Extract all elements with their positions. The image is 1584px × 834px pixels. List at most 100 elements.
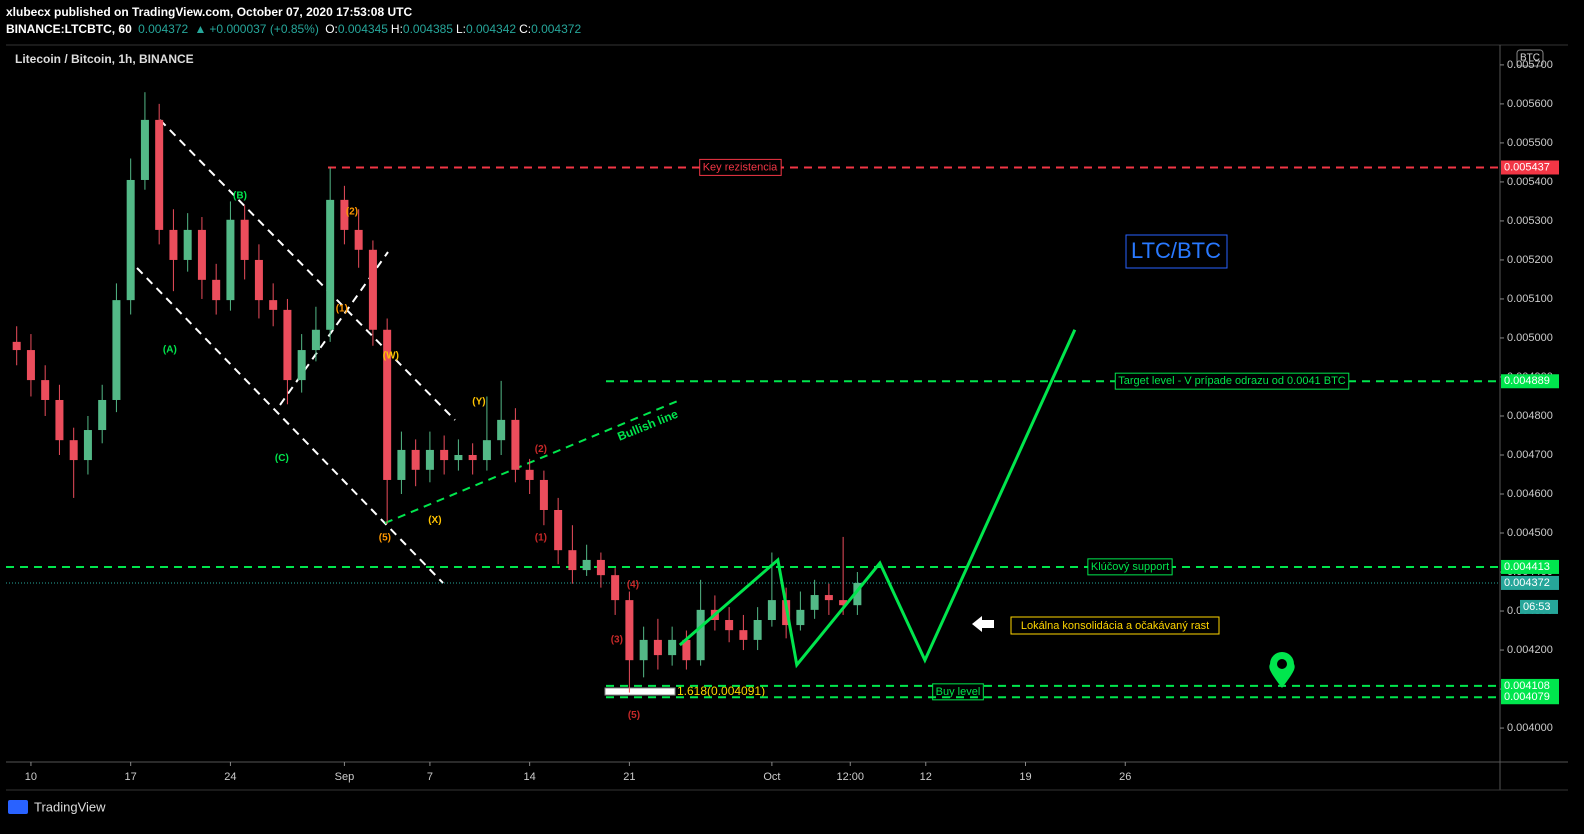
candle-body bbox=[596, 559, 605, 576]
ohlc-label: C: bbox=[519, 22, 532, 36]
up-arrow: ▲ bbox=[194, 22, 207, 36]
y-tick-label: 0.005000 bbox=[1507, 332, 1553, 344]
ohlc-label: H: bbox=[390, 22, 403, 36]
wave-label: (5) bbox=[379, 533, 391, 544]
price-tag bbox=[1501, 690, 1559, 705]
candle-body bbox=[796, 609, 805, 626]
x-tick-label: 14 bbox=[524, 771, 536, 783]
wave-label: (W) bbox=[383, 351, 399, 362]
channel bbox=[136, 119, 456, 584]
candle-body bbox=[653, 639, 662, 656]
level-label-box bbox=[932, 683, 984, 701]
arrow-icon bbox=[972, 616, 994, 632]
watermark: LTC/BTC bbox=[1131, 238, 1221, 263]
x-tick-label: Oct bbox=[763, 771, 780, 783]
price-tag-label: 0.004889 bbox=[1504, 375, 1550, 387]
brand: TradingView bbox=[34, 799, 106, 814]
countdown: 06:53 bbox=[1523, 601, 1551, 613]
candle-body bbox=[83, 430, 92, 461]
y-tick-label: 0.005500 bbox=[1507, 137, 1553, 149]
bullish-label: Bullish line bbox=[615, 407, 680, 444]
level-label-box bbox=[1087, 558, 1173, 576]
price-tag-label: 0.004108 bbox=[1504, 680, 1550, 692]
wave-label: (A) bbox=[163, 345, 177, 356]
ohlc-value: 0.004372 bbox=[531, 22, 582, 36]
y-tick-label: 0.005200 bbox=[1507, 254, 1553, 266]
candle-body bbox=[183, 229, 192, 260]
candle-body bbox=[169, 229, 178, 260]
candle-body bbox=[839, 600, 848, 606]
note: Lokálna konsolidácia a očakávaný rast bbox=[1021, 620, 1209, 632]
y-tick-label: 0.004800 bbox=[1507, 410, 1553, 422]
candle-body bbox=[696, 609, 705, 661]
candle-body bbox=[425, 449, 434, 470]
note-box bbox=[1010, 616, 1220, 635]
x-tick-label: 10 bbox=[25, 771, 37, 783]
x-tick-label: Sep bbox=[335, 771, 355, 783]
y-tick-label: 0.004200 bbox=[1507, 644, 1553, 656]
candle-body bbox=[511, 419, 520, 470]
candle-body bbox=[739, 630, 748, 640]
currency: BTC bbox=[1520, 53, 1540, 64]
x-tick-label: 12:00 bbox=[836, 771, 864, 783]
candle-body bbox=[497, 419, 506, 441]
ohlc: O:0.004345 H:0.004385 L:0.004342 C:0.004372 bbox=[325, 22, 584, 36]
candle-body bbox=[326, 199, 335, 330]
candle-body bbox=[611, 575, 620, 601]
wave-label: (5) bbox=[628, 710, 640, 721]
candle-body bbox=[440, 449, 449, 461]
candle-body bbox=[824, 595, 833, 601]
candle-body bbox=[26, 350, 35, 381]
publish-line: xlubecx published on TradingView.com, Oc… bbox=[6, 5, 415, 19]
candle-body bbox=[468, 454, 477, 461]
wave-label: (1) bbox=[535, 533, 547, 544]
price-tag bbox=[1501, 160, 1559, 175]
ohlc-label: O: bbox=[325, 22, 338, 36]
candle-body bbox=[112, 300, 121, 400]
candle-body bbox=[126, 179, 135, 301]
wave-label: (3) bbox=[611, 635, 623, 646]
ohlc-label: L: bbox=[455, 22, 466, 36]
level-label: Target level - V prípade odrazu od 0.004… bbox=[1118, 375, 1346, 387]
price-tag bbox=[1501, 575, 1559, 590]
y-tick-label: 0.005100 bbox=[1507, 293, 1553, 305]
x-tick-label: 21 bbox=[623, 771, 635, 783]
candle-body bbox=[568, 550, 577, 571]
last: 0.004372 bbox=[138, 22, 189, 36]
candle-body bbox=[725, 620, 734, 631]
y-tick-label: 0.005700 bbox=[1507, 59, 1553, 71]
candle-body bbox=[283, 309, 292, 381]
ohlc-value: 0.004342 bbox=[466, 22, 517, 36]
chart-title: Litecoin / Bitcoin, 1h, BINANCE bbox=[15, 52, 194, 66]
x-tick-label: 17 bbox=[125, 771, 137, 783]
wave-label: (X) bbox=[428, 515, 441, 526]
projection-line bbox=[678, 329, 1077, 669]
price-tag-label: 0.004079 bbox=[1504, 691, 1550, 703]
wave-label: (C) bbox=[275, 453, 289, 464]
candle-body bbox=[767, 600, 776, 621]
candle-body bbox=[383, 329, 392, 480]
x-tick-label: 12 bbox=[920, 771, 932, 783]
candle-body bbox=[525, 469, 534, 480]
level-label: Buy level bbox=[936, 686, 981, 698]
candle-body bbox=[269, 300, 278, 310]
wave-label: (2) bbox=[346, 207, 358, 218]
candle-body bbox=[69, 440, 78, 461]
y-tick-label: 0.004700 bbox=[1507, 449, 1553, 461]
candle-body bbox=[354, 229, 363, 250]
fib-label: 1.618(0.004091) bbox=[677, 684, 765, 698]
y-tick-label: 0.004600 bbox=[1507, 488, 1553, 500]
price-tag bbox=[1501, 559, 1559, 574]
candle-body bbox=[554, 509, 563, 551]
y-tick-label: 0.005600 bbox=[1507, 98, 1553, 110]
candle-body bbox=[482, 440, 491, 461]
candle-body bbox=[753, 620, 762, 640]
currency-badge bbox=[1516, 49, 1544, 67]
x-tick-label: 19 bbox=[1019, 771, 1031, 783]
logo bbox=[8, 800, 28, 814]
candle-body bbox=[226, 219, 235, 301]
price-tag bbox=[1501, 678, 1559, 693]
wave-label: (4) bbox=[627, 580, 639, 591]
candle-body bbox=[397, 449, 406, 480]
x-tick-label: 24 bbox=[224, 771, 236, 783]
